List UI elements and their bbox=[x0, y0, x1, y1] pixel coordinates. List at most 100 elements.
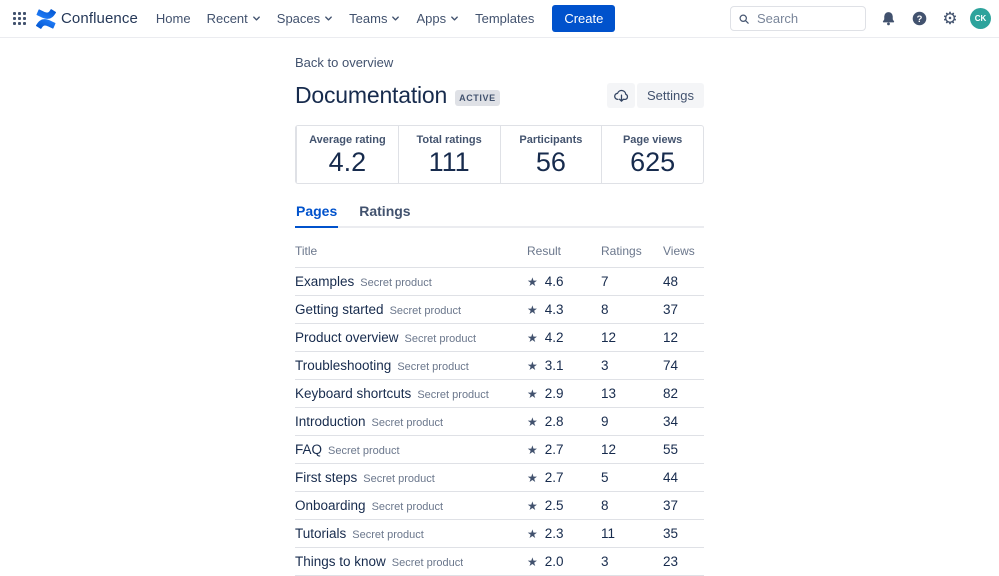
table-row[interactable]: Troubleshooting Secret product ★ 3.1 3 7… bbox=[295, 352, 704, 380]
result-cell: ★ 2.9 bbox=[527, 386, 601, 401]
table-header-row: Title Result Ratings Views bbox=[295, 238, 704, 268]
page-link[interactable]: Keyboard shortcuts bbox=[295, 386, 412, 401]
views-value: 34 bbox=[663, 414, 679, 429]
product-tag: Secret product bbox=[391, 557, 464, 569]
settings-button[interactable]: Settings bbox=[637, 83, 704, 108]
views-value: 48 bbox=[663, 274, 679, 289]
nav-item[interactable]: Apps bbox=[408, 5, 467, 32]
star-icon: ★ bbox=[527, 358, 538, 373]
result-value: 2.3 bbox=[544, 526, 564, 541]
page-link[interactable]: Product overview bbox=[295, 330, 399, 345]
nav-item-label: Apps bbox=[416, 11, 447, 26]
result-value: 2.0 bbox=[544, 554, 564, 569]
back-link[interactable]: Back to overview bbox=[295, 55, 394, 70]
table-row[interactable]: Product overview Secret product ★ 4.2 12… bbox=[295, 324, 704, 352]
result-cell: ★ 4.6 bbox=[527, 274, 601, 289]
table-row[interactable]: Tutorials Secret product ★ 2.3 11 35 bbox=[295, 520, 704, 548]
search-input[interactable] bbox=[754, 10, 858, 27]
nav-item-label: Teams bbox=[349, 11, 388, 26]
nav-right: ? ⚙ CK bbox=[730, 6, 991, 32]
table-row[interactable]: Onboarding Secret product ★ 2.5 8 37 bbox=[295, 492, 704, 520]
title-cell: FAQ Secret product bbox=[295, 442, 527, 457]
ratings-value: 13 bbox=[601, 386, 617, 401]
result-cell: ★ 2.0 bbox=[527, 554, 601, 569]
result-cell: ★ 2.7 bbox=[527, 442, 601, 457]
table-row[interactable]: Introduction Secret product ★ 2.8 9 34 bbox=[295, 408, 704, 436]
nav-item[interactable]: Templates bbox=[467, 5, 542, 32]
views-value: 44 bbox=[663, 470, 679, 485]
nav-item[interactable]: Recent bbox=[199, 5, 269, 32]
product-tag: Secret product bbox=[371, 417, 444, 429]
app-switcher-button[interactable] bbox=[6, 6, 32, 32]
page-link[interactable]: Examples bbox=[295, 274, 355, 289]
ratings-value: 3 bbox=[601, 358, 609, 373]
nav-item[interactable]: Spaces bbox=[269, 5, 341, 32]
page-link[interactable]: Tutorials bbox=[295, 526, 347, 541]
nav-item[interactable]: Home bbox=[148, 5, 199, 32]
table-row[interactable]: Getting started Secret product ★ 4.3 8 3… bbox=[295, 296, 704, 324]
star-icon: ★ bbox=[527, 274, 538, 289]
product-tag: Secret product bbox=[352, 529, 424, 541]
help-button[interactable]: ? bbox=[906, 6, 932, 32]
table-row[interactable]: FAQ Secret product ★ 2.7 12 55 bbox=[295, 436, 704, 464]
nav-item[interactable]: Teams bbox=[341, 5, 408, 32]
result-cell: ★ 2.7 bbox=[527, 470, 601, 485]
page-link[interactable]: Things to know bbox=[295, 554, 386, 569]
page-link[interactable]: FAQ bbox=[295, 442, 323, 457]
title-cell: Getting started Secret product bbox=[295, 302, 527, 317]
nav-item-label: Spaces bbox=[276, 11, 321, 26]
views-value: 55 bbox=[663, 442, 679, 457]
nav-left: Confluence Home Recent Spaces bbox=[6, 5, 616, 32]
page-link[interactable]: Troubleshooting bbox=[295, 358, 392, 373]
column-header-views: Views bbox=[663, 244, 695, 258]
settings-gear-button[interactable]: ⚙ bbox=[937, 6, 963, 32]
star-icon: ★ bbox=[527, 554, 538, 569]
result-value: 4.2 bbox=[544, 330, 564, 345]
ratings-value: 12 bbox=[601, 330, 617, 345]
export-button[interactable] bbox=[607, 83, 636, 108]
page-link[interactable]: Getting started bbox=[295, 302, 384, 317]
ratings-value: 9 bbox=[601, 414, 609, 429]
ratings-value: 8 bbox=[601, 302, 609, 317]
tab[interactable]: Pages bbox=[295, 201, 339, 228]
star-icon: ★ bbox=[527, 442, 538, 457]
result-cell: ★ 2.3 bbox=[527, 526, 601, 541]
table-row[interactable]: Examples Secret product ★ 4.6 7 48 bbox=[295, 268, 704, 296]
page-link[interactable]: Onboarding bbox=[295, 498, 366, 513]
stat-value: 111 bbox=[428, 147, 470, 178]
table-row[interactable]: First steps Secret product ★ 2.7 5 44 bbox=[295, 464, 704, 492]
table-row[interactable]: Keyboard shortcuts Secret product ★ 2.9 … bbox=[295, 380, 704, 408]
chevron-down-icon bbox=[392, 16, 400, 21]
stat-item: Page views 625 bbox=[601, 126, 703, 183]
stat-label: Average rating bbox=[309, 134, 386, 147]
star-icon: ★ bbox=[527, 302, 538, 317]
table-row[interactable]: Things to know Secret product ★ 2.0 3 23 bbox=[295, 548, 704, 576]
chevron-down-icon bbox=[325, 16, 333, 21]
create-button[interactable]: Create bbox=[552, 5, 616, 32]
title-cell: Troubleshooting Secret product bbox=[295, 358, 527, 373]
ratings-value: 3 bbox=[601, 554, 609, 569]
title-actions: Settings bbox=[607, 83, 704, 108]
confluence-home-link[interactable]: Confluence bbox=[36, 8, 138, 29]
result-value: 2.7 bbox=[544, 442, 564, 457]
title-cell: Keyboard shortcuts Secret product bbox=[295, 386, 527, 401]
star-icon: ★ bbox=[527, 386, 538, 401]
tab-label: Pages bbox=[296, 203, 338, 219]
confluence-logo-icon bbox=[36, 8, 56, 29]
result-value: 2.7 bbox=[544, 470, 564, 485]
app-grid-icon bbox=[12, 12, 26, 25]
result-cell: ★ 4.3 bbox=[527, 302, 601, 317]
views-value: 12 bbox=[663, 330, 679, 345]
page-link[interactable]: Introduction bbox=[295, 414, 366, 429]
avatar[interactable]: CK bbox=[970, 8, 991, 29]
result-value: 3.1 bbox=[544, 358, 564, 373]
search-box bbox=[730, 6, 866, 31]
star-icon: ★ bbox=[527, 414, 538, 429]
nav-item-label: Templates bbox=[475, 11, 535, 26]
notifications-button[interactable] bbox=[875, 6, 901, 32]
tab[interactable]: Ratings bbox=[358, 201, 411, 228]
page-link[interactable]: First steps bbox=[295, 470, 358, 485]
product-tag: Secret product bbox=[397, 361, 469, 373]
result-value: 4.3 bbox=[544, 302, 564, 317]
title-cell: Tutorials Secret product bbox=[295, 526, 527, 541]
